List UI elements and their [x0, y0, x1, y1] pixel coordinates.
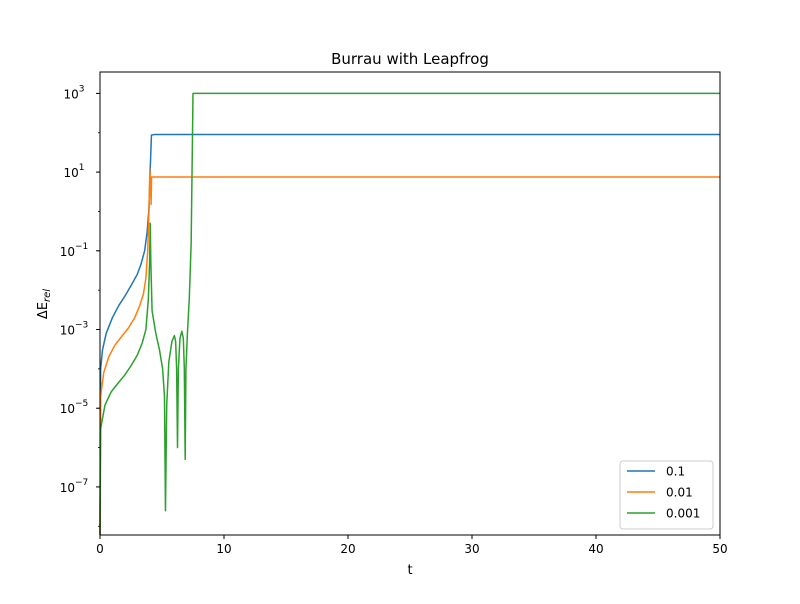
y-tick-label: 10−7	[60, 478, 89, 495]
legend: 0.1 0.01 0.001	[619, 460, 714, 530]
legend-box	[619, 460, 714, 530]
axes-frame	[99, 71, 721, 536]
series-line-0	[99, 133, 720, 536]
x-tick-label: 0	[96, 542, 104, 556]
y-tick-label: 10−5	[60, 399, 89, 416]
y-tick-label: 101	[63, 163, 84, 180]
x-tick-label: 10	[216, 542, 231, 556]
y-axis: 10−7 10−5 10−3 10−1 101 103	[60, 84, 100, 527]
x-tick-label: 40	[588, 542, 603, 556]
legend-label-2: 0.001	[666, 507, 700, 521]
legend-label-0: 0.1	[666, 465, 685, 479]
x-axis-label: t	[407, 563, 412, 578]
y-tick-label: 10−1	[60, 242, 89, 259]
x-tick-label: 50	[712, 542, 727, 556]
series-line-1	[99, 168, 720, 536]
chart-title: Burrau with Leapfrog	[331, 50, 489, 68]
legend-label-1: 0.01	[666, 486, 693, 500]
plot-lines	[99, 92, 720, 536]
series-line-2	[99, 92, 720, 536]
x-tick-label: 30	[464, 542, 479, 556]
x-axis: 0 10 20 30 40 50	[96, 535, 728, 556]
x-tick-label: 20	[340, 542, 355, 556]
y-tick-label: 10−3	[60, 321, 89, 338]
y-tick-label: 103	[63, 84, 84, 101]
